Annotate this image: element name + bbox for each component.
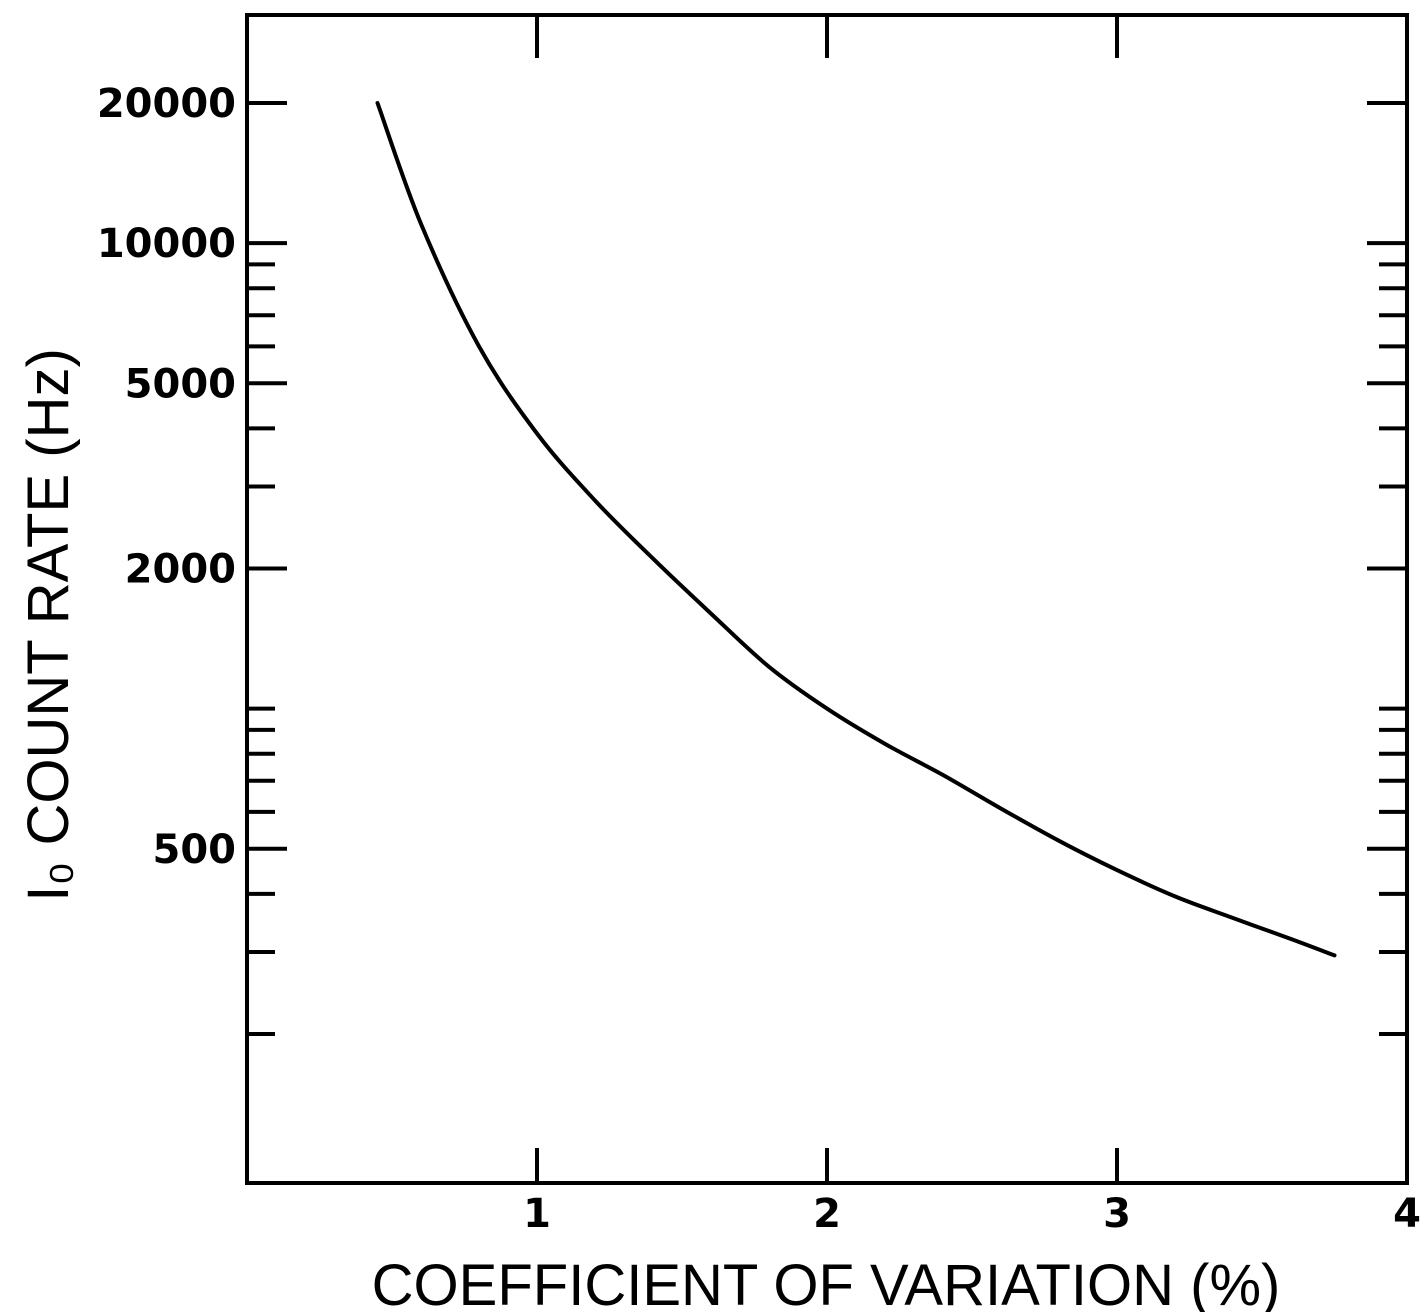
y-tick-label: 5000 [125, 361, 236, 407]
series-line [375, 101, 1337, 958]
y-tick-label: 10000 [97, 221, 236, 267]
x-tick-label: 2 [813, 1191, 841, 1237]
tick-labels-group: 1 2 3 4 20000 10000 5000 2000 500 [97, 81, 1421, 1237]
y-axis-title: I₀ COUNT RATE (Hz) [16, 348, 81, 902]
y-tick-label: 500 [153, 827, 237, 873]
plot-frame [245, 13, 1409, 1185]
x-tick-label: 4 [1393, 1191, 1421, 1237]
x-tick-label: 3 [1103, 1191, 1131, 1237]
x-axis-title: COEFFICIENT OF VARIATION (%) [372, 1253, 1281, 1312]
y-tick-label: 20000 [97, 81, 236, 127]
y-tick-label: 2000 [125, 547, 236, 593]
x-tick-label: 1 [523, 1191, 551, 1237]
ticks-group [247, 15, 1407, 1183]
